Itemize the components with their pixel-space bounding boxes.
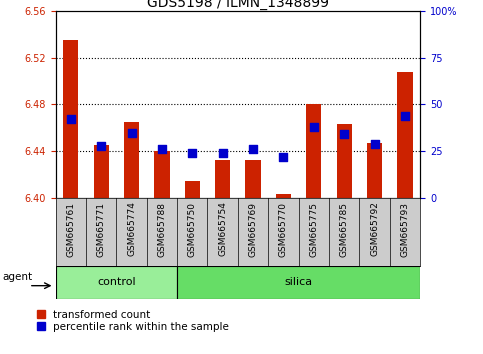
Bar	[177, 266, 420, 299]
Text: GSM665788: GSM665788	[157, 202, 167, 257]
Point	[67, 116, 74, 122]
Text: GSM665750: GSM665750	[188, 202, 197, 257]
Bar	[94, 145, 109, 198]
Text: agent: agent	[3, 272, 33, 282]
Text: GSM665771: GSM665771	[97, 202, 106, 257]
Point	[188, 150, 196, 156]
Text: GSM665774: GSM665774	[127, 202, 136, 257]
Point	[341, 132, 348, 137]
Bar	[124, 122, 139, 198]
Bar	[185, 181, 200, 198]
Point	[401, 113, 409, 119]
Point	[310, 124, 318, 130]
Bar	[306, 104, 322, 198]
Text: silica: silica	[284, 277, 313, 287]
Text: GSM665793: GSM665793	[400, 202, 410, 257]
Text: GSM665775: GSM665775	[309, 202, 318, 257]
Point	[249, 147, 257, 152]
Bar	[245, 160, 261, 198]
Point	[97, 143, 105, 149]
Bar	[154, 152, 170, 198]
Text: GSM665770: GSM665770	[279, 202, 288, 257]
Bar	[215, 160, 230, 198]
Point	[128, 130, 135, 136]
Text: GSM665785: GSM665785	[340, 202, 349, 257]
Text: GSM665754: GSM665754	[218, 202, 227, 257]
Bar	[63, 40, 78, 198]
Bar	[367, 143, 382, 198]
Text: GSM665769: GSM665769	[249, 202, 257, 257]
Point	[280, 154, 287, 160]
Text: GSM665761: GSM665761	[66, 202, 75, 257]
Point	[371, 141, 379, 147]
Title: GDS5198 / ILMN_1348899: GDS5198 / ILMN_1348899	[147, 0, 329, 10]
Point	[219, 150, 227, 156]
Text: control: control	[97, 277, 136, 287]
Bar	[398, 72, 412, 198]
Legend: transformed count, percentile rank within the sample: transformed count, percentile rank withi…	[37, 310, 229, 332]
Bar	[56, 266, 177, 299]
Point	[158, 147, 166, 152]
Text: GSM665792: GSM665792	[370, 202, 379, 257]
Bar	[276, 194, 291, 198]
Bar	[337, 124, 352, 198]
